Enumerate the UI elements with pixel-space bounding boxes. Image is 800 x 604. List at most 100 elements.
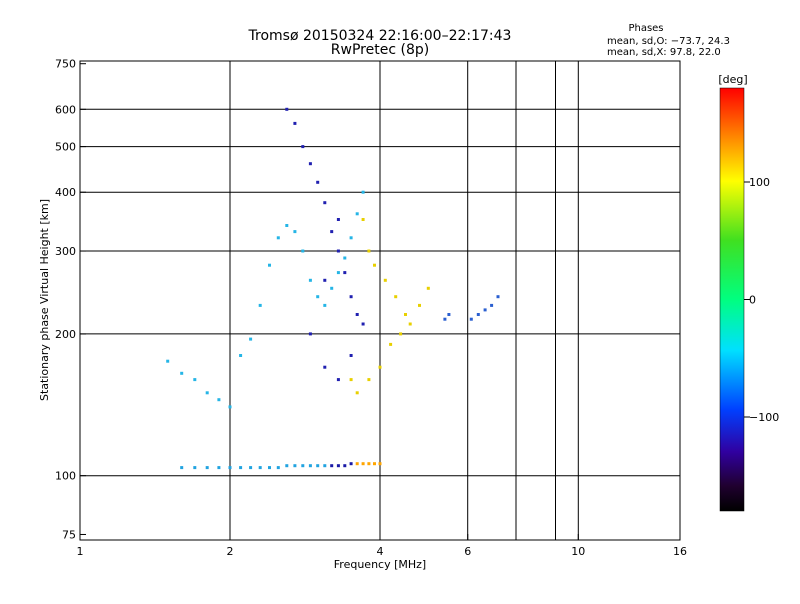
data-point bbox=[285, 464, 289, 468]
data-point bbox=[336, 271, 340, 275]
colorbar-ticks: 100 0 −100 bbox=[744, 176, 779, 424]
data-point bbox=[408, 322, 412, 326]
data-point bbox=[301, 145, 305, 149]
data-point bbox=[217, 466, 221, 470]
y-tick-label: 300 bbox=[55, 245, 76, 258]
data-point bbox=[336, 378, 340, 382]
y-tick-label: 400 bbox=[55, 186, 76, 199]
data-point bbox=[180, 466, 184, 470]
x-tick-label: 2 bbox=[227, 545, 234, 558]
data-point bbox=[228, 405, 232, 409]
y-axis-ticks: 75 100 200 300 400 500 600 750 bbox=[55, 58, 86, 541]
data-point bbox=[180, 371, 184, 375]
data-point bbox=[367, 378, 371, 382]
data-point bbox=[490, 303, 494, 307]
data-point bbox=[316, 464, 320, 468]
data-point bbox=[349, 295, 353, 299]
y-tick-label: 75 bbox=[62, 528, 76, 541]
data-point bbox=[399, 332, 403, 336]
data-point bbox=[323, 303, 327, 307]
y-tick-label: 600 bbox=[55, 103, 76, 116]
data-point bbox=[336, 218, 340, 221]
data-point bbox=[228, 466, 232, 470]
data-point bbox=[483, 308, 487, 312]
data-point bbox=[301, 249, 305, 253]
data-point bbox=[258, 466, 262, 470]
data-point bbox=[308, 162, 312, 166]
data-point bbox=[166, 359, 170, 363]
data-point bbox=[367, 249, 371, 253]
data-point bbox=[349, 236, 353, 240]
data-point bbox=[268, 466, 271, 470]
data-point bbox=[496, 295, 500, 299]
x-tick-label: 10 bbox=[571, 545, 585, 558]
x-tick-label: 16 bbox=[673, 545, 687, 558]
data-point bbox=[239, 466, 243, 470]
data-point bbox=[378, 462, 382, 466]
data-point bbox=[301, 464, 305, 468]
data-point bbox=[367, 462, 371, 466]
data-point bbox=[355, 462, 359, 466]
x-tick-label: 1 bbox=[77, 545, 84, 558]
chart-title: Tromsø 20150324 22:16:00–22:17:43 bbox=[248, 28, 512, 44]
data-point bbox=[336, 249, 340, 253]
data-point bbox=[383, 278, 387, 282]
data-point bbox=[443, 317, 447, 321]
x-tick-label: 6 bbox=[464, 545, 471, 558]
data-points bbox=[166, 107, 500, 470]
data-point bbox=[330, 286, 334, 290]
data-point bbox=[378, 365, 382, 369]
data-point bbox=[285, 224, 289, 227]
y-tick-label: 200 bbox=[55, 328, 76, 341]
data-point bbox=[373, 462, 376, 466]
data-point bbox=[308, 332, 312, 336]
data-point bbox=[316, 180, 320, 184]
data-point bbox=[239, 354, 243, 357]
data-point bbox=[404, 313, 407, 316]
phases-stat-x: mean, sd,X: 97.8, 22.0 bbox=[607, 47, 721, 58]
data-point bbox=[205, 391, 209, 395]
data-point bbox=[349, 462, 353, 466]
colorbar-tick-label: −100 bbox=[749, 411, 779, 424]
data-point bbox=[343, 271, 347, 275]
data-point bbox=[308, 464, 312, 468]
data-point bbox=[389, 342, 393, 346]
x-tick-label: 4 bbox=[377, 545, 384, 558]
colorbar-tick-label: 100 bbox=[749, 176, 770, 189]
data-point bbox=[193, 466, 197, 470]
data-point bbox=[217, 398, 221, 402]
data-point bbox=[268, 263, 271, 267]
y-tick-label: 500 bbox=[55, 141, 76, 154]
data-point bbox=[330, 230, 334, 234]
grid-lines bbox=[79, 61, 681, 540]
data-point bbox=[343, 464, 347, 468]
data-point bbox=[276, 236, 280, 240]
y-tick-label: 100 bbox=[55, 470, 76, 483]
data-point bbox=[336, 464, 340, 468]
data-point bbox=[426, 286, 430, 290]
data-point bbox=[355, 391, 359, 395]
data-point bbox=[308, 278, 312, 282]
phase-colorbar bbox=[719, 87, 745, 512]
data-point bbox=[193, 378, 197, 382]
data-point bbox=[355, 212, 359, 216]
data-point bbox=[361, 322, 365, 326]
data-point bbox=[323, 201, 327, 205]
x-axis-label: Frequency [MHz] bbox=[334, 558, 426, 571]
y-axis-label: Stationary phase Virtual Height [km] bbox=[38, 199, 51, 401]
phases-stat-o: mean, sd,O: −73.7, 24.3 bbox=[607, 36, 730, 47]
data-point bbox=[361, 462, 365, 466]
data-point bbox=[258, 303, 262, 307]
data-point bbox=[293, 121, 297, 125]
data-point bbox=[373, 263, 376, 267]
chart-subtitle: RwPretec (8p) bbox=[331, 42, 429, 58]
data-point bbox=[293, 464, 297, 468]
data-point bbox=[349, 354, 353, 357]
data-point bbox=[285, 107, 289, 111]
colorbar-tick-label: 0 bbox=[749, 294, 756, 307]
data-point bbox=[276, 466, 280, 470]
data-point bbox=[323, 365, 327, 369]
data-point bbox=[361, 218, 365, 221]
data-point bbox=[418, 303, 421, 307]
